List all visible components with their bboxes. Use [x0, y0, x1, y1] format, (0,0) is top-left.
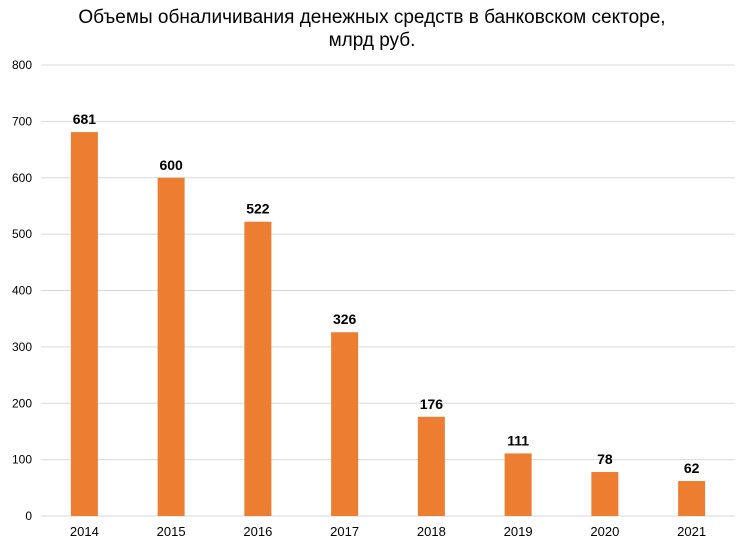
bar-2018	[417, 416, 445, 516]
data-label-2020: 78	[597, 451, 613, 467]
bar-2017	[331, 332, 359, 516]
x-tick-label-2018: 2018	[417, 524, 446, 539]
chart-title-line-1: Объемы обналичивания денежных средств в …	[78, 7, 666, 28]
y-tick-label: 500	[12, 227, 32, 241]
x-tick-label-2015: 2015	[157, 524, 186, 539]
y-tick-label: 300	[12, 340, 32, 354]
y-tick-label: 700	[12, 114, 32, 128]
y-tick-label: 600	[12, 171, 32, 185]
y-tick-label: 200	[12, 396, 32, 410]
y-tick-label: 0	[25, 509, 32, 523]
data-label-2015: 600	[159, 157, 183, 173]
x-tick-label-2017: 2017	[330, 524, 359, 539]
data-label-2016: 522	[246, 201, 270, 217]
data-label-2017: 326	[333, 311, 357, 327]
data-label-2021: 62	[684, 460, 700, 476]
bars	[70, 132, 706, 516]
x-axis-ticks: 2014 2015 2016 2017 2018 2019 2020 2021	[70, 524, 706, 539]
data-labels: 681 600 522 326 176 111 78 62	[73, 111, 700, 476]
y-tick-label: 800	[12, 58, 32, 72]
y-tick-label: 400	[12, 284, 32, 298]
data-label-2018: 176	[420, 396, 444, 412]
x-tick-label-2021: 2021	[677, 524, 706, 539]
bar-2016	[244, 221, 272, 516]
data-label-2019: 111	[507, 432, 529, 448]
bar-2019	[504, 453, 532, 516]
bar-2020	[591, 472, 619, 516]
data-label-2014: 681	[73, 111, 97, 127]
chart-title-line-2: млрд руб.	[328, 30, 416, 51]
bar-2015	[157, 177, 185, 516]
y-tick-label: 100	[12, 453, 32, 467]
x-tick-label-2014: 2014	[70, 524, 99, 539]
y-axis-ticks: 0 100 200 300 400 500 600 700 800	[12, 58, 32, 523]
chart-title: Объемы обналичивания денежных средств в …	[0, 6, 744, 52]
x-tick-label-2020: 2020	[590, 524, 619, 539]
x-tick-label-2016: 2016	[243, 524, 272, 539]
bar-2021	[678, 481, 706, 516]
x-tick-label-2019: 2019	[504, 524, 533, 539]
bar-2014	[70, 132, 98, 516]
gridlines	[41, 64, 735, 517]
